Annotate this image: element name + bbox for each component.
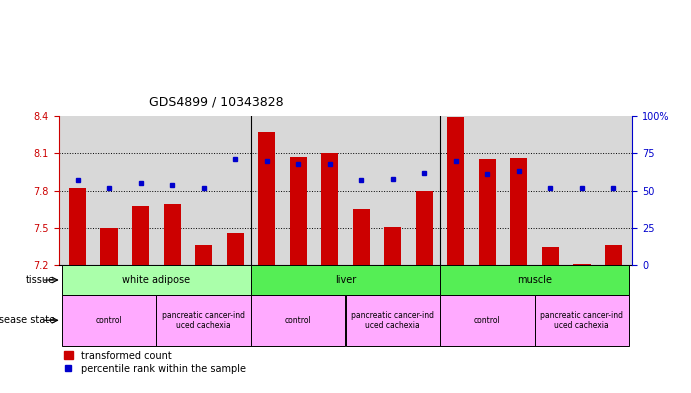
Text: muscle: muscle (517, 275, 552, 285)
Bar (346, 295, 440, 346)
Text: tissue: tissue (26, 275, 55, 285)
Text: disease state: disease state (0, 315, 55, 325)
Bar (510, 158, 527, 265)
Bar (227, 233, 244, 265)
Bar (535, 295, 629, 346)
Bar (251, 295, 346, 346)
Bar (440, 265, 629, 295)
Bar (258, 132, 276, 265)
Bar (321, 153, 339, 265)
Bar (251, 265, 440, 295)
Bar (415, 191, 433, 265)
Text: GDS4899 / 10343828: GDS4899 / 10343828 (149, 95, 283, 108)
Text: white adipose: white adipose (122, 275, 191, 285)
Bar (195, 245, 212, 265)
Text: control: control (474, 316, 501, 325)
Bar (542, 247, 559, 265)
Bar (132, 206, 149, 265)
Text: liver: liver (335, 275, 356, 285)
Text: control: control (285, 316, 312, 325)
Bar (62, 265, 251, 295)
Bar (62, 295, 156, 346)
Bar (440, 295, 535, 346)
Bar (100, 228, 118, 265)
Legend: transformed count, percentile rank within the sample: transformed count, percentile rank withi… (64, 351, 246, 374)
Bar (447, 117, 464, 265)
Bar (605, 245, 622, 265)
Bar (573, 264, 591, 265)
Bar (290, 157, 307, 265)
Bar (156, 295, 251, 346)
Bar (69, 188, 86, 265)
Text: pancreatic cancer-ind
uced cachexia: pancreatic cancer-ind uced cachexia (162, 310, 245, 330)
Bar (384, 227, 401, 265)
Text: pancreatic cancer-ind
uced cachexia: pancreatic cancer-ind uced cachexia (351, 310, 434, 330)
Bar (164, 204, 181, 265)
Text: control: control (96, 316, 122, 325)
Bar (352, 209, 370, 265)
Bar (479, 160, 496, 265)
Text: pancreatic cancer-ind
uced cachexia: pancreatic cancer-ind uced cachexia (540, 310, 623, 330)
